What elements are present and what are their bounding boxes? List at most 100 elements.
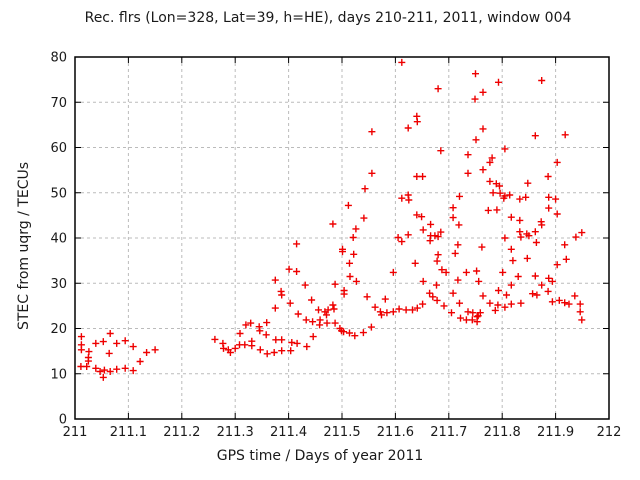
data-point (271, 304, 279, 312)
data-point (329, 220, 337, 228)
data-point (496, 189, 504, 197)
data-point (433, 296, 441, 304)
data-point (538, 221, 546, 229)
data-point (449, 204, 457, 212)
data-point (293, 268, 301, 275)
data-point (293, 339, 301, 347)
data-point (553, 158, 561, 166)
data-point (359, 329, 367, 337)
data-point (121, 364, 129, 372)
data-point (84, 357, 92, 365)
data-point (449, 289, 457, 297)
data-point (496, 182, 503, 190)
data-point (471, 95, 479, 103)
data-point (368, 128, 376, 136)
data-point (491, 306, 499, 314)
data-point (479, 125, 487, 133)
x-tick-label: 211.6 (377, 425, 414, 440)
data-point (456, 299, 463, 307)
data-point (545, 274, 553, 282)
data-point (85, 348, 93, 356)
data-point (278, 291, 286, 299)
data-point (77, 333, 85, 341)
data-point (96, 368, 104, 375)
data-point (426, 289, 434, 297)
data-point (349, 234, 357, 241)
x-tick-label: 211.9 (537, 425, 574, 440)
data-point (381, 295, 389, 303)
data-point (442, 268, 450, 276)
data-point (462, 316, 470, 324)
data-point (437, 228, 445, 236)
data-point (545, 204, 553, 212)
data-point (371, 303, 379, 311)
data-point (346, 329, 353, 337)
data-point (368, 169, 376, 177)
data-point (226, 349, 234, 356)
data-point (538, 77, 546, 84)
data-point (92, 339, 100, 347)
data-point (464, 308, 472, 316)
data-point (476, 309, 484, 317)
data-point (323, 319, 331, 327)
data-point (473, 318, 481, 326)
data-point (448, 309, 455, 317)
data-point (394, 234, 402, 241)
chart-title: Rec. flrs (Lon=328, Lat=39, h=HE), days … (84, 10, 572, 26)
data-point (293, 240, 301, 248)
data-point (572, 233, 580, 241)
data-point (340, 328, 348, 336)
data-point (538, 281, 546, 289)
data-point (398, 58, 406, 66)
y-tick-label: 30 (50, 277, 67, 292)
data-point (493, 206, 501, 214)
data-point (516, 216, 524, 224)
y-tick-label: 80 (50, 51, 67, 66)
data-point (544, 287, 552, 295)
data-point (419, 277, 427, 285)
data-point (578, 229, 586, 237)
data-point (287, 347, 295, 355)
data-point (409, 306, 416, 314)
data-point (501, 234, 509, 242)
data-point (378, 311, 385, 319)
data-point (524, 179, 532, 187)
x-axis-label: GPS time / Days of year 2011 (216, 448, 424, 464)
data-point (440, 302, 448, 310)
data-point (331, 280, 339, 288)
data-point (236, 330, 244, 337)
data-point (576, 308, 584, 316)
data-point (99, 338, 107, 346)
data-point (501, 145, 509, 153)
data-point (339, 248, 346, 256)
data-point (402, 306, 410, 314)
data-point (346, 273, 354, 280)
data-point (418, 213, 426, 221)
data-point (517, 299, 525, 307)
data-point (376, 308, 384, 316)
data-point (434, 85, 442, 93)
x-tick-label: 211.7 (430, 425, 467, 440)
data-point (464, 169, 472, 177)
data-point (578, 316, 586, 324)
data-point (434, 251, 442, 259)
data-point (105, 349, 113, 357)
data-point (278, 347, 286, 355)
data-point (247, 319, 255, 327)
data-point (464, 151, 472, 159)
x-tick-label: 211.3 (217, 425, 254, 440)
data-point (285, 265, 293, 273)
data-point (507, 245, 515, 253)
data-point (451, 249, 459, 257)
data-point (503, 291, 510, 299)
data-point (316, 316, 324, 324)
data-point (419, 173, 427, 180)
data-point (398, 194, 406, 202)
data-point (479, 88, 487, 96)
data-point (220, 344, 227, 352)
data-point (565, 300, 573, 308)
data-point (331, 319, 339, 327)
data-point (455, 221, 463, 229)
data-point (499, 268, 507, 276)
data-point (352, 225, 360, 233)
